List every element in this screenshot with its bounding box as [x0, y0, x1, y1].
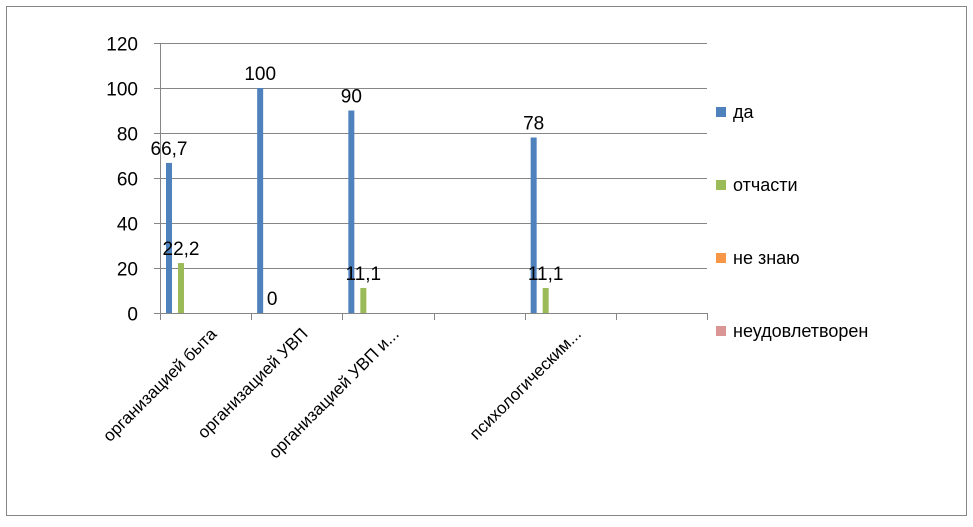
y-tick-label: 120: [106, 35, 138, 56]
y-tick-label: 60: [117, 170, 138, 191]
chart-border: [6, 6, 967, 516]
legend-label: да: [733, 102, 755, 122]
legend: да отчасти не знаю неудовлетворен: [716, 102, 868, 341]
data-label: 22,2: [163, 239, 200, 260]
data-labels: 66,7 22,2 100 0 90 11,1 78 11,1: [151, 64, 564, 310]
bar-да-4: [530, 137, 537, 313]
data-label: 11,1: [528, 264, 564, 285]
gridlines: [154, 43, 707, 269]
bar-отчасти-2: [360, 288, 367, 313]
bar-да-1: [257, 88, 264, 313]
y-tick-label: 20: [117, 260, 138, 281]
legend-label: неудовлетворен: [733, 321, 868, 341]
data-label: 66,7: [151, 139, 188, 160]
bar-отчасти-4: [542, 288, 549, 313]
legend-item-2: отчасти: [716, 175, 798, 195]
data-label: 11,1: [346, 264, 382, 285]
legend-label: не знаю: [733, 248, 800, 268]
legend-swatch: [716, 180, 726, 190]
data-label: 100: [244, 64, 276, 85]
bars: [166, 88, 549, 313]
data-label: 78: [523, 114, 544, 135]
y-tick-label: 40: [117, 215, 138, 236]
legend-item-1: да: [716, 102, 755, 122]
legend-swatch: [716, 107, 726, 117]
legend-swatch: [716, 326, 726, 336]
legend-swatch: [716, 253, 726, 263]
y-tick-label: 0: [127, 305, 138, 326]
bar-да-2: [348, 110, 355, 313]
data-label: 0: [267, 289, 278, 310]
data-label: 90: [341, 87, 362, 108]
y-tick-label: 80: [117, 125, 138, 146]
legend-item-4: неудовлетворен: [716, 321, 868, 341]
legend-label: отчасти: [733, 175, 798, 195]
bar-отчасти-0: [178, 263, 184, 313]
y-tick-label: 100: [106, 80, 138, 101]
legend-item-3: не знаю: [716, 248, 800, 268]
bar-да-0: [166, 162, 172, 313]
